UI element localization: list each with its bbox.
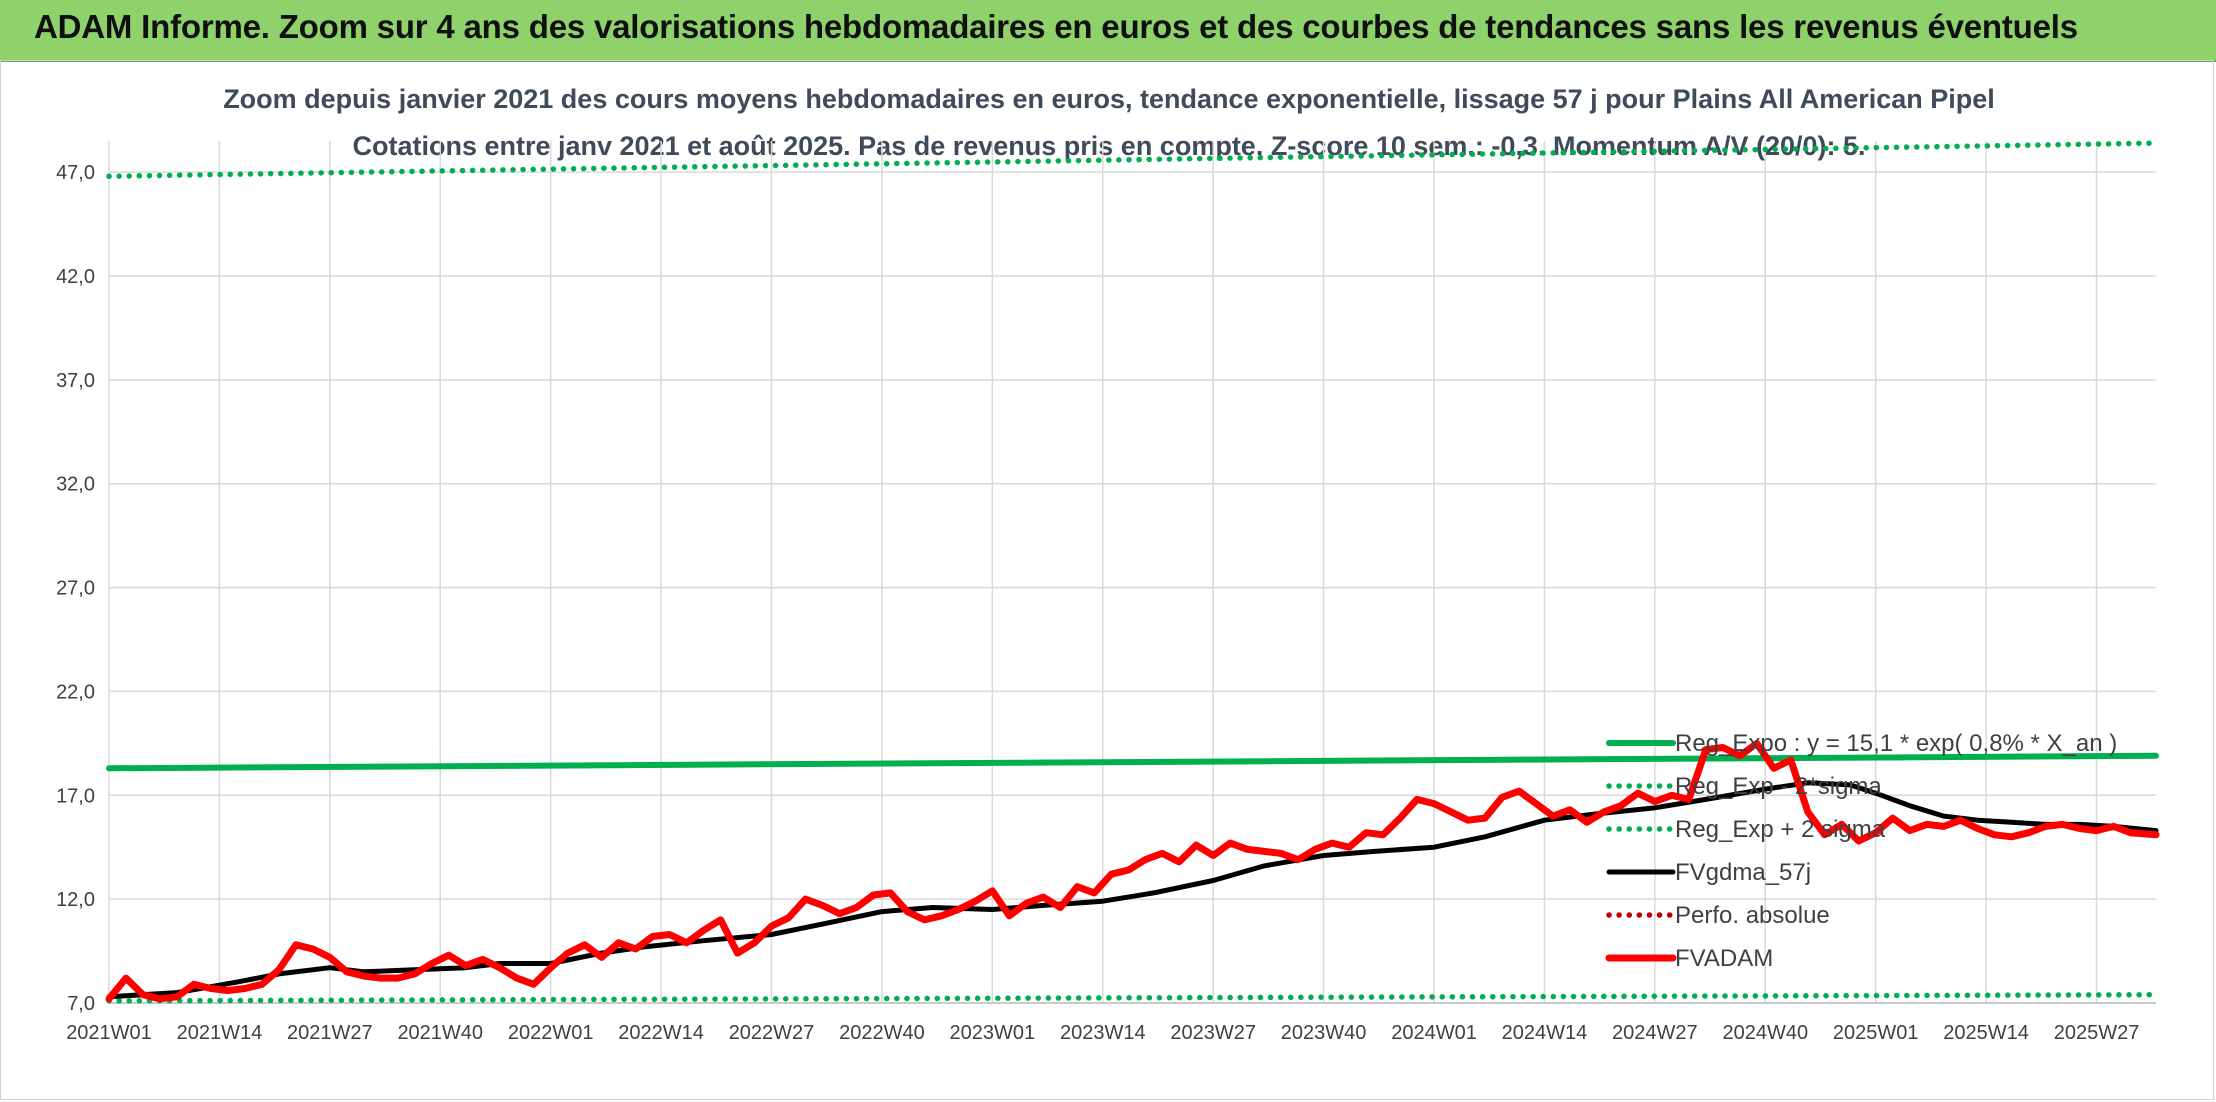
x-tick-label: 2023W01	[950, 1022, 1036, 1044]
x-tick-label: 2024W01	[1391, 1022, 1477, 1044]
gridlines	[108, 141, 2156, 1004]
x-axis-ticks: 2021W01 2021W14 2021W27 2021W40 2022W01 2022W…	[66, 1022, 2139, 1044]
legend: Reg_Expo : y = 15,1 * exp( 0,8% * X_an )…	[1605, 730, 2117, 972]
x-tick-label: 2023W27	[1170, 1022, 1256, 1044]
x-tick-label: 2023W40	[1281, 1022, 1367, 1044]
x-tick-label: 2022W40	[839, 1022, 925, 1044]
legend-label: Perfo. absolue	[1675, 902, 1830, 929]
x-tick-label: 2025W14	[1943, 1022, 2029, 1044]
y-tick-label: 32,0	[56, 474, 95, 496]
y-tick-label: 37,0	[56, 370, 95, 392]
x-tick-label: 2025W01	[1833, 1022, 1919, 1044]
legend-label: Reg_Expo : y = 15,1 * exp( 0,8% * X_an )	[1675, 730, 2117, 757]
chart-frame: Zoom depuis janvier 2021 des cours moyen…	[0, 60, 2214, 1100]
series-line	[105, 739, 2160, 1003]
y-tick-label: 7,0	[67, 993, 95, 1015]
chart-title: Zoom depuis janvier 2021 des cours moyen…	[223, 84, 1995, 114]
chart: Zoom depuis janvier 2021 des cours moyen…	[56, 84, 2160, 1044]
legend-label: FVgdma_57j	[1675, 859, 1811, 886]
x-tick-label: 2022W01	[508, 1022, 594, 1044]
legend-label: Reg_Exp - 2*sigma	[1675, 773, 1882, 800]
report-title: ADAM Informe. Zoom sur 4 ans des valoris…	[34, 8, 2078, 45]
series-line	[106, 140, 2159, 180]
x-tick-label: 2021W14	[177, 1022, 263, 1044]
x-tick-label: 2021W27	[287, 1022, 373, 1044]
series-lines	[105, 140, 2160, 1004]
x-tick-label: 2021W40	[397, 1022, 483, 1044]
series-line	[106, 991, 2159, 1004]
x-tick-label: 2024W14	[1502, 1022, 1588, 1044]
y-axis-ticks: 7,0 12,0 17,0 22,0 27,0 32,0 37,0 42,0 47,0	[56, 162, 95, 1015]
series-line	[106, 780, 2159, 1000]
x-tick-label: 2025W27	[2054, 1022, 2140, 1044]
y-tick-label: 42,0	[56, 266, 95, 288]
legend-label: Reg_Exp + 2 sigma	[1675, 816, 1886, 843]
y-tick-label: 22,0	[56, 681, 95, 703]
chart-subtitle: Cotations entre janv 2021 et août 2025. …	[352, 131, 1865, 161]
report-banner: ADAM Informe. Zoom sur 4 ans des valoris…	[0, 0, 2216, 62]
x-tick-label: 2023W14	[1060, 1022, 1146, 1044]
y-tick-label: 12,0	[56, 889, 95, 911]
legend-label: FVADAM	[1675, 945, 1773, 972]
y-tick-label: 47,0	[56, 162, 95, 184]
x-tick-label: 2024W40	[1722, 1022, 1808, 1044]
x-tick-label: 2022W14	[618, 1022, 704, 1044]
y-tick-label: 27,0	[56, 578, 95, 600]
x-tick-label: 2021W01	[66, 1022, 152, 1044]
x-tick-label: 2024W27	[1612, 1022, 1698, 1044]
x-tick-label: 2022W27	[729, 1022, 815, 1044]
y-tick-label: 17,0	[56, 785, 95, 807]
series-line	[106, 752, 2159, 772]
